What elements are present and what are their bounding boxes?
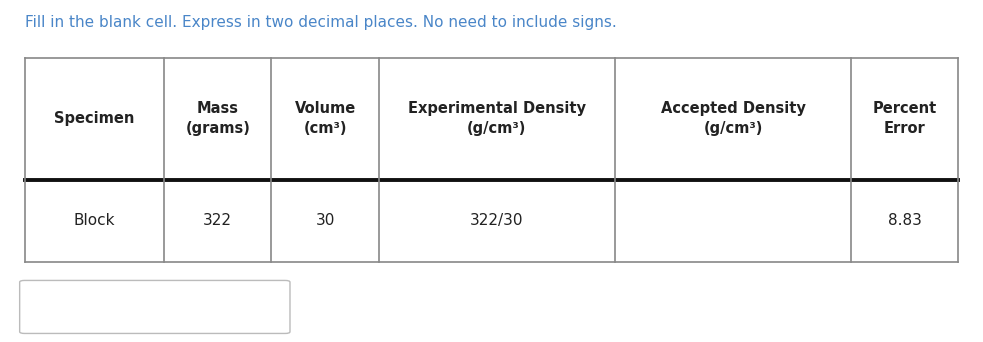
Text: Percent
Error: Percent Error — [873, 102, 937, 136]
Text: 30: 30 — [316, 213, 335, 228]
Text: Fill in the blank cell. Express in two decimal places. No need to include signs.: Fill in the blank cell. Express in two d… — [25, 15, 616, 30]
Text: Mass
(grams): Mass (grams) — [186, 102, 251, 136]
Text: Specimen: Specimen — [54, 111, 135, 126]
Text: Experimental Density
(g/cm³): Experimental Density (g/cm³) — [408, 102, 586, 136]
Text: 8.83: 8.83 — [888, 213, 922, 228]
Text: Block: Block — [74, 213, 115, 228]
Text: 322: 322 — [203, 213, 232, 228]
Text: Volume
(cm³): Volume (cm³) — [295, 102, 356, 136]
FancyBboxPatch shape — [20, 280, 290, 333]
Text: Accepted Density
(g/cm³): Accepted Density (g/cm³) — [661, 102, 805, 136]
Text: 322/30: 322/30 — [470, 213, 524, 228]
